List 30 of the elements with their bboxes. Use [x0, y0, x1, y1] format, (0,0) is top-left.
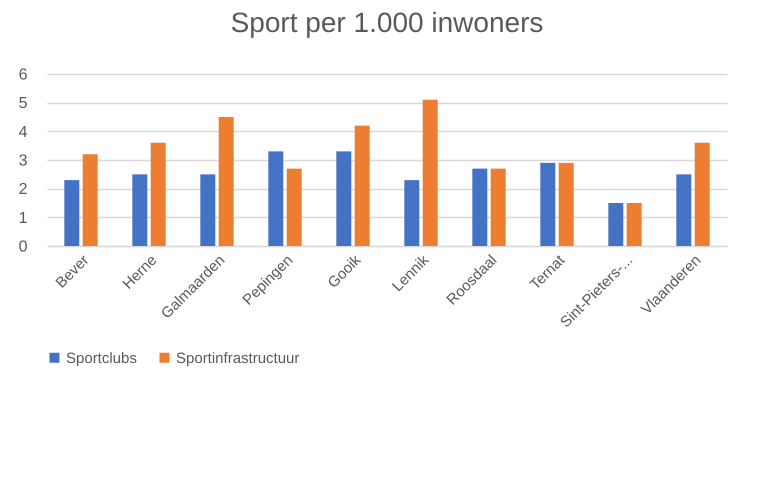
- bar: [132, 174, 148, 246]
- bar: [218, 117, 234, 246]
- bar: [558, 162, 574, 246]
- legend-label: Sportclubs: [66, 350, 137, 367]
- bar: [336, 151, 352, 246]
- bar: [472, 168, 488, 246]
- y-tick-label: 0: [18, 238, 28, 256]
- bar: [540, 162, 556, 246]
- y-tick-label: 2: [18, 181, 28, 198]
- chart-title: Sport per 1.000 inwoners: [230, 7, 544, 38]
- bar: [200, 174, 216, 246]
- bar: [422, 100, 438, 246]
- y-tick-label: 6: [18, 66, 28, 84]
- bar: [626, 203, 642, 246]
- bar: [404, 180, 420, 246]
- bar: [694, 142, 710, 246]
- bar: [490, 168, 506, 246]
- bar: [64, 180, 80, 246]
- bar: [676, 174, 692, 246]
- bar: [268, 151, 284, 246]
- bar: [608, 203, 624, 246]
- y-tick-label: 3: [18, 152, 28, 170]
- bar: [286, 168, 302, 246]
- y-tick-label: 1: [18, 210, 28, 227]
- y-tick-label: 4: [18, 124, 28, 141]
- y-tick-label: 5: [18, 95, 28, 112]
- legend-label: Sportinfrastructuur: [176, 350, 300, 367]
- bar: [82, 154, 98, 246]
- bar: [354, 126, 370, 246]
- bar: [150, 142, 166, 246]
